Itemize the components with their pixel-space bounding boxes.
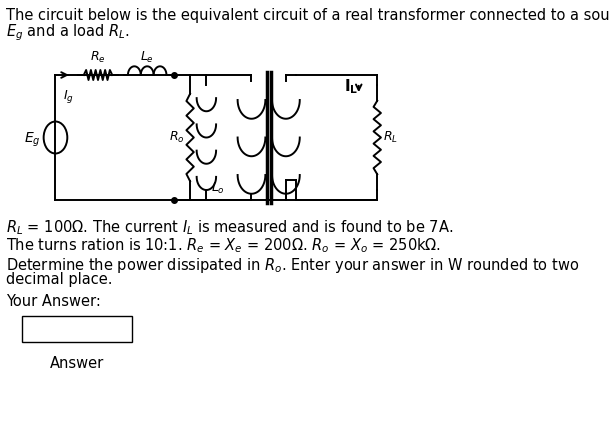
Text: $L_o$: $L_o$: [211, 180, 225, 195]
Text: $E_g$: $E_g$: [24, 131, 41, 149]
Text: Answer: Answer: [50, 356, 104, 371]
Text: $I_g$: $I_g$: [63, 88, 74, 105]
Text: $R_e$: $R_e$: [90, 50, 106, 65]
Text: $\mathbf{I_L}$: $\mathbf{I_L}$: [344, 77, 358, 96]
Bar: [22, 316, 131, 342]
Text: $R_L$: $R_L$: [383, 130, 398, 145]
Text: decimal place.: decimal place.: [6, 272, 112, 287]
Text: $R_o$: $R_o$: [169, 130, 185, 145]
Text: $L_e$: $L_e$: [140, 50, 154, 65]
Text: Your Answer:: Your Answer:: [6, 294, 101, 309]
Text: $R_L$ = 100Ω. The current $I_L$ is measured and is found to be 7A.: $R_L$ = 100Ω. The current $I_L$ is measu…: [6, 218, 453, 237]
Text: $E_g$ and a load $R_L$.: $E_g$ and a load $R_L$.: [6, 22, 130, 43]
Text: The circuit below is the equivalent circuit of a real transformer connected to a: The circuit below is the equivalent circ…: [6, 8, 611, 23]
Text: Determine the power dissipated in $R_o$. Enter your answer in W rounded to two: Determine the power dissipated in $R_o$.…: [6, 256, 579, 275]
Text: The turns ration is 10:1. $R_e$ = $X_e$ = 200Ω. $R_o$ = $X_o$ = 250kΩ.: The turns ration is 10:1. $R_e$ = $X_e$ …: [6, 236, 441, 255]
